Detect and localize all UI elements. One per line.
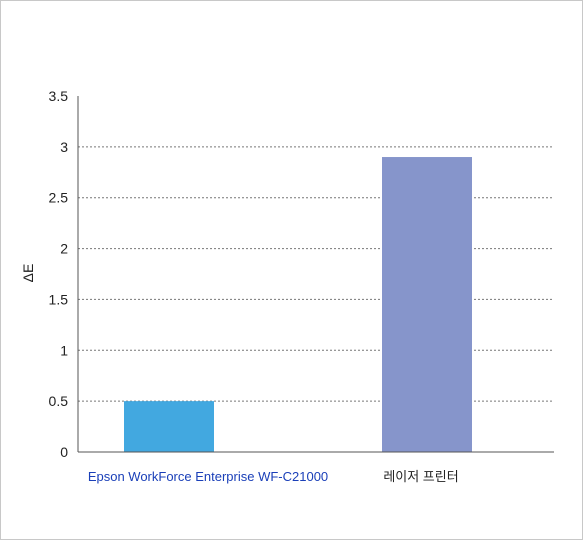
axes xyxy=(77,96,554,453)
y-tick-label: 0.5 xyxy=(49,393,69,409)
category-label: Epson WorkForce Enterprise WF-C21000 xyxy=(88,469,328,484)
y-tick-labels: 0 0.5 1 1.5 2 2.5 3 3.5 xyxy=(49,88,69,460)
y-tick-label: 1.5 xyxy=(49,291,69,307)
y-tick-label: 0 xyxy=(60,444,68,460)
category-labels: Epson WorkForce Enterprise WF-C21000 레이저 … xyxy=(88,469,459,484)
y-tick-label: 3.5 xyxy=(49,88,69,104)
y-tick-label: 3 xyxy=(60,139,68,155)
y-axis-label: ΔE xyxy=(20,264,36,283)
y-tick-label: 2.5 xyxy=(49,190,69,206)
gridlines xyxy=(78,146,554,402)
y-tick-label: 2 xyxy=(60,241,68,257)
category-label: 레이저 프린터 xyxy=(383,469,458,484)
bar xyxy=(382,157,472,452)
bars xyxy=(124,157,472,452)
y-tick-label: 1 xyxy=(60,342,68,358)
bar xyxy=(124,401,214,452)
